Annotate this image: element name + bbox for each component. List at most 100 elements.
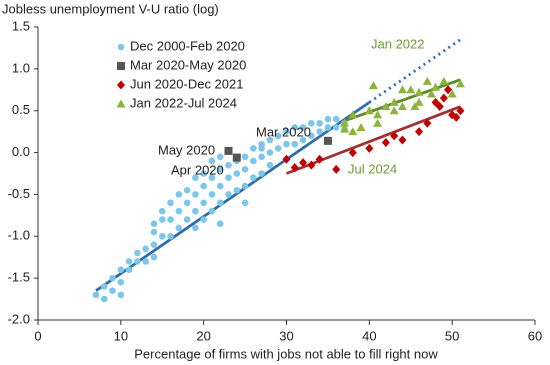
point <box>183 216 191 223</box>
point <box>381 138 390 148</box>
y-tick-label: -0.5 <box>8 186 30 201</box>
point <box>389 97 399 106</box>
x-axis-label: Percentage of firms with jobs not able t… <box>134 346 438 361</box>
point <box>323 136 332 145</box>
annotation: Mar 2020 <box>256 124 311 139</box>
annotation: Apr 2020 <box>171 162 224 177</box>
legend-marker <box>117 43 125 51</box>
point <box>183 199 191 207</box>
x-tick-label: 50 <box>445 328 459 343</box>
point <box>283 128 290 135</box>
point <box>208 157 216 165</box>
point <box>439 76 449 85</box>
point <box>125 266 133 274</box>
point <box>324 115 332 123</box>
point <box>414 87 424 96</box>
point <box>224 146 233 155</box>
annotation: Jan 2022 <box>371 36 425 51</box>
point <box>356 122 366 131</box>
point <box>452 112 461 122</box>
point <box>192 174 199 181</box>
point <box>175 224 183 232</box>
point <box>415 127 424 137</box>
point <box>308 132 315 140</box>
point <box>373 118 383 127</box>
point <box>134 258 141 265</box>
annotation: Jul 2024 <box>348 161 397 176</box>
point <box>183 186 191 194</box>
point <box>192 207 199 215</box>
point <box>200 216 207 223</box>
point <box>150 241 158 248</box>
point <box>167 232 174 240</box>
legend-label: Jun 2020-Dec 2021 <box>130 76 243 91</box>
y-tick-label: -1.0 <box>8 228 30 243</box>
point <box>232 153 241 162</box>
point <box>274 132 282 140</box>
point <box>250 145 257 152</box>
point <box>364 106 374 115</box>
point <box>299 136 307 144</box>
point <box>381 102 391 111</box>
point <box>398 135 407 145</box>
point <box>216 166 224 173</box>
y-tick-label: -2.0 <box>8 311 30 326</box>
point <box>348 148 357 158</box>
point <box>192 191 199 198</box>
point <box>216 220 224 228</box>
point <box>414 97 424 106</box>
y-tick-label: -1.5 <box>8 270 30 285</box>
point <box>158 216 166 223</box>
point <box>274 145 282 152</box>
point <box>134 249 141 257</box>
point <box>308 119 315 127</box>
point <box>339 118 349 127</box>
point <box>307 160 316 170</box>
point <box>241 166 249 173</box>
point <box>406 85 416 94</box>
point <box>125 258 133 265</box>
point <box>389 106 399 115</box>
annotation: May 2020 <box>158 142 215 157</box>
fit-line <box>344 78 461 123</box>
point <box>439 93 448 103</box>
point <box>200 170 207 177</box>
point <box>390 131 399 141</box>
point <box>332 164 341 174</box>
point <box>299 124 307 131</box>
point <box>456 106 465 116</box>
point <box>117 279 125 286</box>
point <box>455 79 465 88</box>
point <box>158 232 166 240</box>
fit-line <box>368 38 462 104</box>
point <box>422 76 432 85</box>
point <box>208 174 216 181</box>
point <box>444 85 453 95</box>
legend-label: Dec 2000-Feb 2020 <box>130 38 245 53</box>
point <box>291 140 299 148</box>
point <box>216 199 224 207</box>
point <box>225 174 232 181</box>
point <box>316 128 323 135</box>
point <box>397 102 407 111</box>
point <box>250 174 257 181</box>
point <box>100 295 108 303</box>
point <box>192 224 199 232</box>
point <box>447 89 457 98</box>
y-tick-label: 1.5 <box>12 18 30 33</box>
point <box>216 182 224 190</box>
point <box>241 199 249 207</box>
point <box>368 81 378 90</box>
point <box>324 124 332 131</box>
point <box>158 207 166 215</box>
x-tick-label: 30 <box>279 328 293 343</box>
chart-title: Jobless unemployment V-U ratio (log) <box>2 1 219 16</box>
x-tick-label: 20 <box>196 328 210 343</box>
point <box>241 182 249 190</box>
legend-marker <box>117 62 125 70</box>
point <box>266 136 274 144</box>
point <box>258 145 265 152</box>
point <box>290 163 299 173</box>
point <box>225 161 232 169</box>
point <box>216 153 224 161</box>
